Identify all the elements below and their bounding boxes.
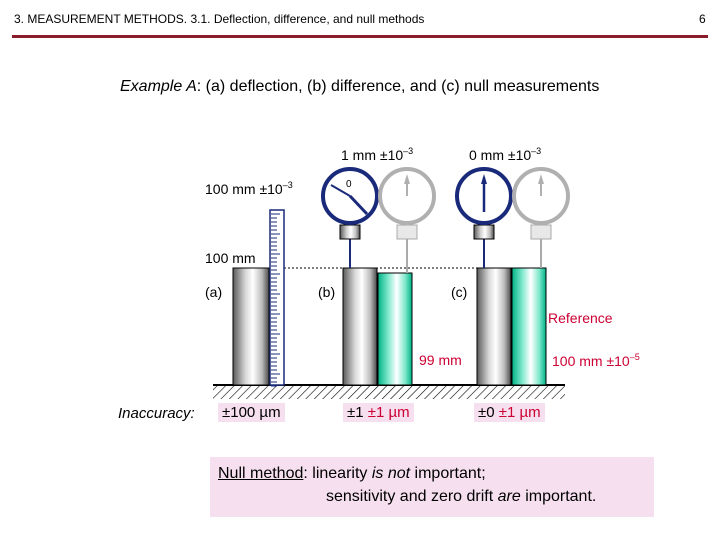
reference-100mm-label: 100 mm ±10–5 (552, 352, 640, 369)
null-method-box (210, 457, 654, 517)
ruler-reading-exp: –3 (282, 180, 293, 190)
inaccuracy-b: ±1 ±1 µm (343, 403, 414, 422)
reference-100mm-exp: –5 (629, 352, 640, 362)
inaccuracy-label-text: Inaccuracy: (118, 405, 195, 422)
reference-99mm-label: 99 mm (419, 352, 462, 368)
base-hatch (213, 385, 565, 399)
header-rule (12, 35, 708, 38)
case-b-label: (b) (318, 284, 336, 300)
ruler-reading-label: 100 mm ±10–3 (205, 180, 293, 197)
inaccuracy-c-ref: ±1 µm (498, 404, 541, 421)
gauge-c-reading-exp: –3 (531, 146, 542, 156)
inaccuracy-b-main: ±1 (347, 404, 364, 421)
gauge-b-reading-text: 1 mm ±10 (341, 147, 404, 163)
main-title-rest: : (a) deflection, (b) difference, and (c… (196, 78, 600, 95)
null-method-line2: sensitivity and zero drift are important… (326, 488, 596, 506)
block-c (476, 267, 512, 386)
dial-gauge-b (321, 167, 379, 268)
dial-gauge-c-ghost (512, 167, 570, 268)
header-title: 3. MEASUREMENT METHODS. 3.1. Deflection,… (14, 12, 425, 26)
main-title: Example A: (a) deflection, (b) differenc… (120, 78, 599, 96)
null-method-term: Null method (218, 465, 304, 482)
inaccuracy-c: ±0 ±1 µm (474, 403, 545, 422)
gauge-c-reading-label: 0 mm ±10–3 (469, 146, 541, 163)
reference-block-c (511, 267, 547, 386)
ruler-ticks (271, 213, 280, 387)
inaccuracy-label: Inaccuracy: (118, 405, 195, 422)
case-a-label: (a) (205, 284, 223, 300)
null-line1-a: : linearity (303, 465, 372, 482)
inaccuracy-c-main: ±0 (478, 404, 495, 421)
gauge-b-reading-exp: –3 (403, 146, 414, 156)
block-a (232, 267, 270, 386)
gauge-b-reading-label: 1 mm ±10–3 (341, 146, 413, 163)
null-line2-em: are (497, 488, 521, 505)
reference-100mm-text: 100 mm ±10 (552, 353, 630, 369)
dial-gauge-c (455, 167, 513, 268)
needle-b (348, 194, 369, 216)
reference-label: Reference (548, 310, 613, 326)
page-number: 6 (699, 12, 706, 26)
gauge-c-reading-text: 0 mm ±10 (469, 147, 532, 163)
null-line1-em: is not (371, 465, 411, 482)
example-label: Example A (120, 78, 197, 95)
null-line2-b: important. (520, 488, 597, 505)
null-method-line1: Null method: linearity is not important; (218, 465, 486, 483)
inaccuracy-b-ref: ±1 µm (367, 404, 410, 421)
case-c-label: (c) (451, 284, 468, 300)
dial-gauge-b-ghost (378, 167, 436, 273)
ruler-reading-text: 100 mm ±10 (205, 181, 283, 197)
reference-block-b (377, 272, 413, 386)
inaccuracy-a: ±100 µm (218, 403, 285, 422)
null-line2-a: sensitivity and zero drift (326, 488, 498, 505)
null-line1-b: important; (410, 465, 486, 482)
block-b (342, 267, 378, 386)
gauge-zero-mark: 0 (346, 179, 352, 190)
height-label: 100 mm (205, 250, 256, 266)
